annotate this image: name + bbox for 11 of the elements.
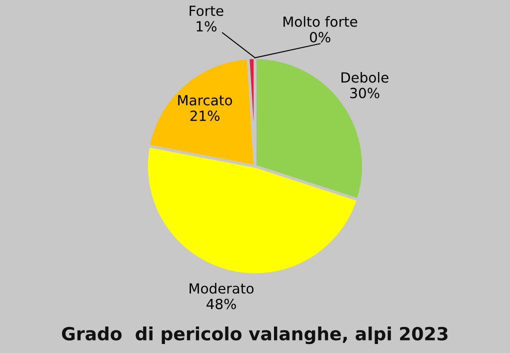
text: 0%: [310, 32, 330, 42]
slice-label: Debole: [342, 72, 388, 83]
data-label: 21%: [190, 110, 220, 122]
data-label: 1%: [196, 21, 216, 32]
data-label: 48%: [206, 298, 236, 310]
slice-label: Moderato: [190, 282, 254, 294]
slice-label: Forte: [190, 6, 224, 16]
category-label: Molto forte: [284, 16, 358, 27]
slice-label: Marcato: [178, 95, 232, 106]
text: Grado di pericolo valanghe, alpi 2023: [62, 326, 448, 344]
data-label: 30%: [350, 88, 380, 98]
